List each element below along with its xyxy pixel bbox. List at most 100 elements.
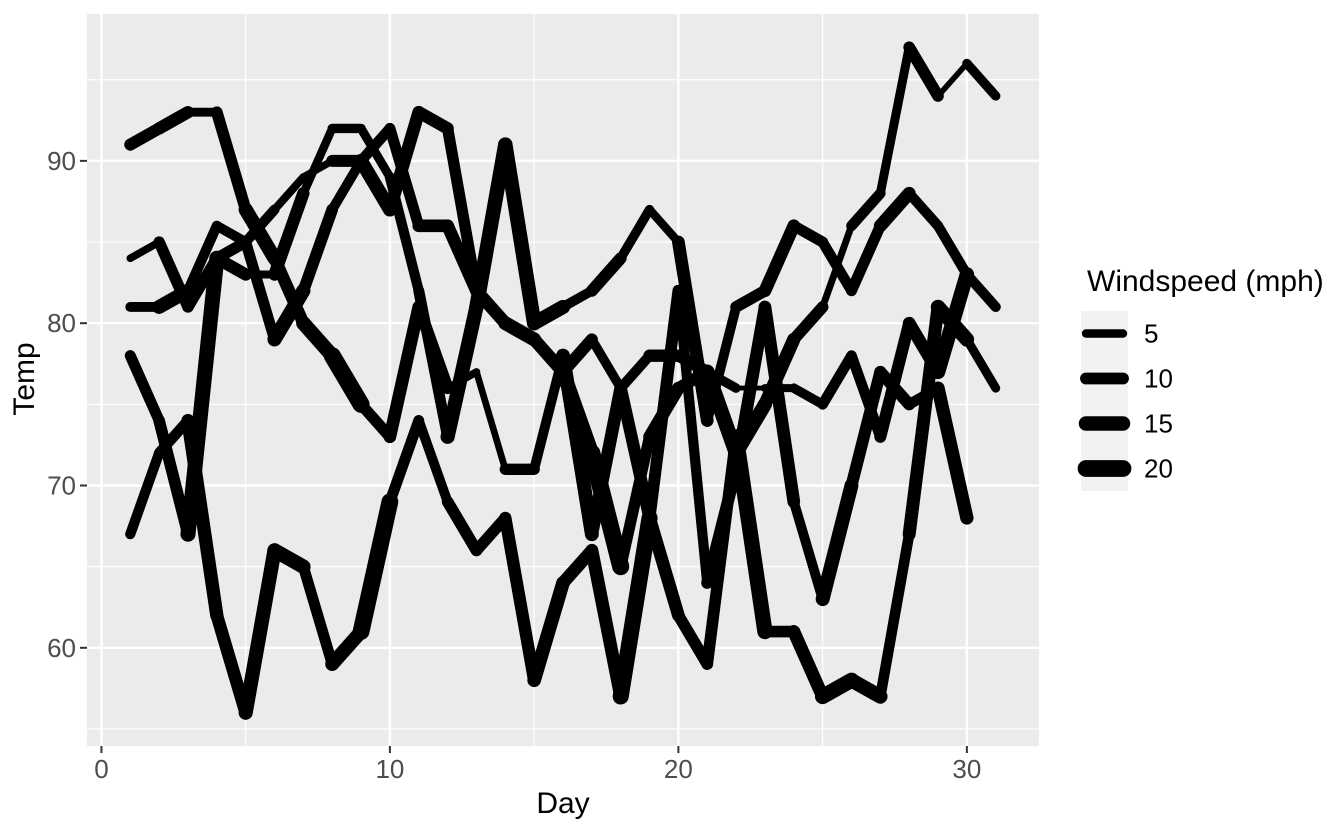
data-line-segment (758, 219, 801, 298)
data-line-segment (125, 447, 165, 540)
data-line-segment (124, 350, 165, 427)
data-line-segment (527, 299, 571, 331)
data-line-segment (152, 283, 195, 314)
legend-label: 15 (1144, 409, 1173, 439)
legend-label: 20 (1144, 454, 1173, 484)
data-line-segment (238, 543, 282, 720)
data-line-segment (643, 511, 685, 622)
data-line-segment (182, 252, 223, 313)
y-tick-label: 60 (47, 633, 76, 663)
x-tick-label: 0 (94, 754, 108, 784)
data-line-segment (585, 381, 628, 541)
data-line-segment (787, 301, 829, 346)
legend-title: Windspeed (mph) (1087, 265, 1324, 298)
data-line-segment (354, 153, 397, 217)
data-line-segment (645, 205, 683, 247)
data-line-segment (904, 188, 944, 231)
data-line-segment (788, 220, 829, 248)
legend-label: 5 (1144, 319, 1158, 349)
x-tick-label: 10 (375, 754, 404, 784)
data-line-segment (270, 173, 308, 214)
data-line-segment (268, 252, 310, 330)
data-line-segment (846, 188, 886, 232)
data-line-segment (587, 334, 626, 393)
data-line-segment (441, 495, 483, 557)
data-line-segment (931, 381, 974, 525)
data-line-segment (499, 511, 541, 687)
data-line-segment (384, 172, 424, 296)
data-line-segment (902, 300, 945, 541)
data-line-segment (327, 155, 366, 215)
data-line-segment (788, 496, 828, 605)
x-axis-title: Day (536, 787, 589, 820)
data-line-segment (469, 137, 513, 315)
legend-label: 10 (1144, 364, 1173, 394)
data-line-segment (180, 250, 225, 542)
data-line-segment (383, 300, 426, 444)
data-line-segment (152, 106, 195, 135)
data-line-segment (384, 122, 425, 232)
data-line-segment (701, 463, 743, 589)
data-line-segment (355, 123, 396, 167)
data-line-segment (729, 300, 772, 476)
y-tick-label: 70 (47, 470, 76, 500)
data-line-segment (817, 350, 857, 410)
data-line-segment (210, 608, 253, 720)
data-line-segment (413, 415, 453, 507)
data-line-segment (846, 350, 886, 443)
data-line-segment (614, 381, 656, 525)
data-line-segment (874, 365, 916, 411)
data-line-segment (238, 202, 282, 266)
data-line-segment (875, 42, 914, 198)
data-line-segment (935, 60, 970, 99)
data-line-segment (585, 543, 628, 703)
data-line-segment (240, 236, 281, 345)
data-line-segment (210, 106, 252, 216)
data-line-segment (412, 300, 454, 395)
data-line-segment (875, 528, 915, 702)
data-line-segment (585, 252, 627, 297)
data-line-segment (498, 137, 542, 331)
data-line-segment (323, 347, 370, 413)
data-line-segment (673, 285, 713, 588)
data-line-segment (643, 284, 685, 524)
data-line-segment (615, 431, 656, 573)
data-line-segment (299, 124, 337, 198)
data-line-segment (787, 625, 830, 703)
data-line-segment (930, 267, 975, 380)
data-line-segment (210, 252, 252, 281)
data-line-segment (441, 122, 483, 297)
data-line-segment (267, 543, 311, 574)
data-line-segment (441, 219, 483, 298)
data-line-segment (615, 350, 655, 394)
data-line-segment (815, 478, 859, 607)
data-line-segment (529, 350, 568, 475)
data-line-segment (297, 203, 339, 297)
data-line-segment (819, 222, 855, 311)
data-line-segment (384, 415, 425, 508)
data-line-segment (932, 220, 972, 280)
data-line-segment (672, 235, 714, 427)
data-line-segment (440, 299, 484, 444)
data-line-segment (470, 284, 512, 330)
data-line-segment (443, 368, 481, 392)
y-tick-label: 80 (47, 308, 76, 338)
x-tick-label: 30 (952, 754, 981, 784)
data-line-segment (352, 493, 399, 640)
data-line-segment (789, 383, 828, 410)
data-line-segment (356, 123, 395, 182)
data-line-segment (211, 220, 251, 247)
data-line-segment (962, 58, 1001, 101)
data-line-segment (583, 444, 630, 576)
x-tick-label: 20 (664, 754, 693, 784)
data-line-segment (962, 334, 1001, 393)
y-tick-label: 90 (47, 146, 76, 176)
data-line-segment (873, 186, 916, 233)
data-line-segment (473, 368, 509, 473)
data-line-segment (556, 348, 599, 542)
y-axis-title: Temp (8, 342, 41, 415)
data-line-segment (961, 269, 1001, 313)
data-line-segment (612, 509, 658, 705)
